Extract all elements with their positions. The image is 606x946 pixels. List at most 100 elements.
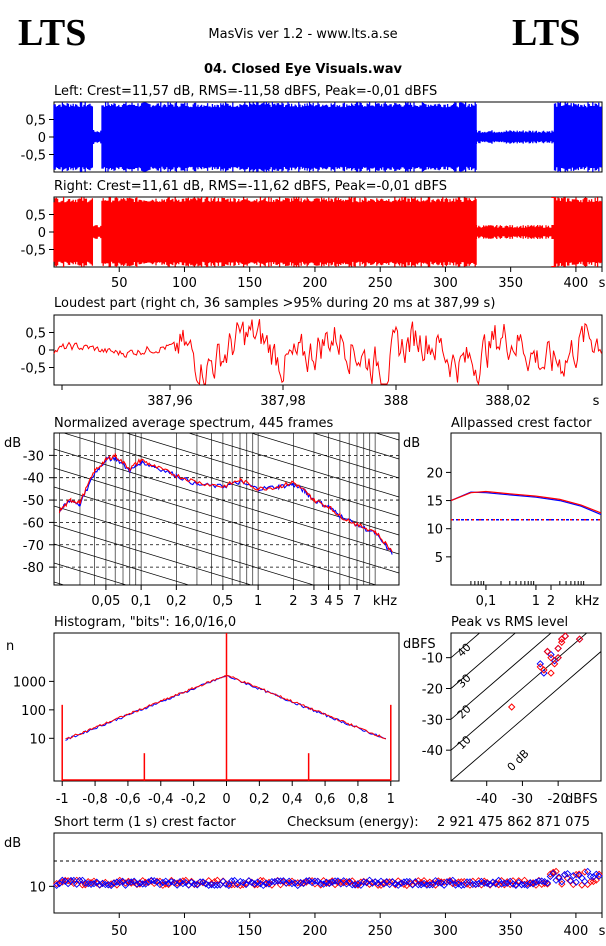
shortcrest-point [469, 880, 477, 889]
shortcrest-point [561, 871, 569, 879]
histogram-xtick-label: -0,2 [181, 792, 206, 807]
spectrum-xtick-label: 0,1 [131, 594, 152, 609]
shortcrest-point [325, 879, 333, 887]
shortcrest-point [368, 879, 376, 887]
spectrum-diagonal [54, 505, 315, 585]
shortcrest-point [259, 881, 267, 890]
shortcrest-point [265, 880, 273, 888]
spectrum-ytick-label: -40 [23, 472, 44, 487]
peakrms-point [561, 632, 569, 640]
spectrum-diagonal [312, 433, 399, 460]
shortcrest-point [558, 880, 566, 888]
shortcrest-xtick-label: 50 [111, 924, 128, 939]
peakrms-title: Peak vs RMS level [451, 615, 568, 630]
checksum-label: Checksum (energy): [287, 815, 419, 830]
shortcrest-point [555, 873, 563, 881]
shortcrest-point [474, 880, 483, 888]
peakrms-point [508, 703, 516, 711]
logo-left: LTS [18, 12, 86, 54]
shortcrest-point [463, 878, 471, 886]
spectrum-xtick-label: 4 [324, 594, 332, 609]
peakrms-point [554, 644, 562, 653]
shortcrest-point [78, 881, 87, 889]
peakrms-point [540, 669, 548, 677]
spectrum-diagonal [54, 448, 399, 555]
shortcrest-point [276, 877, 285, 885]
shortcrest-point [348, 881, 356, 889]
peakrms-point [536, 660, 544, 668]
right-xtick-label: 100 [172, 276, 197, 291]
spectrum-diagonal [54, 467, 399, 574]
histogram-xtick-label: 0,6 [315, 792, 336, 807]
shortcrest-point [173, 879, 181, 887]
shortcrest-point [239, 878, 247, 887]
shortcrest-point [294, 879, 302, 887]
shortcrest-point [113, 878, 121, 886]
shortcrest-xtick-label: 200 [303, 924, 328, 939]
spectrum-xtick-label: 0,2 [166, 594, 187, 609]
peakrms-ytick-label: -20 [422, 683, 443, 698]
shortcrest-point [73, 876, 81, 884]
histogram-ylabel: n [6, 639, 14, 654]
left-ytick-label: 0,5 [25, 114, 46, 129]
shortcrest-point [124, 879, 133, 887]
spectrum-xtick-label: kHz [373, 594, 397, 609]
peakrms-xtick-label: -40 [476, 792, 497, 807]
spectrum-frame [53, 432, 400, 586]
shortcrest-point [403, 877, 411, 886]
histogram-xtick-label: 0,8 [348, 792, 369, 807]
peakrms-point [536, 663, 544, 671]
peakrms-diag-label: 20 [455, 702, 474, 721]
shortcrest-point [164, 879, 173, 887]
shortcrest-point [305, 877, 313, 885]
shortcrest-point [251, 880, 259, 888]
spectrum-diagonal [54, 316, 399, 421]
shortcrest-point [543, 880, 552, 888]
crest-ytick-label: 15 [426, 495, 443, 510]
shortcrest-point [394, 881, 402, 889]
shortcrest-point [451, 881, 460, 889]
shortcrest-point [127, 879, 135, 887]
shortcrest-point [397, 879, 405, 888]
shortcrest-point [434, 879, 443, 887]
right-xtick-label: 350 [498, 276, 523, 291]
spectrum-diagonal [54, 543, 190, 585]
shortcrest-point [288, 879, 296, 888]
peakrms-ytick-label: -30 [422, 713, 443, 728]
shortcrest-point [584, 867, 592, 876]
shortcrest-point [236, 881, 244, 890]
shortcrest-point [296, 879, 305, 887]
shortcrest-point [374, 879, 382, 887]
spectrum-xtick-label: 7 [353, 594, 361, 609]
shortcrest-ytick-label: 10 [29, 880, 46, 895]
crest-ytick-label: 5 [435, 551, 443, 566]
loudest-frame [53, 314, 603, 386]
spectrum-diagonal [125, 433, 399, 517]
shortcrest-point [70, 876, 78, 885]
histogram-xtick-label: -0,6 [115, 792, 140, 807]
loudest-waveform [53, 319, 602, 386]
shortcrest-point [431, 877, 440, 885]
peakrms-point [575, 635, 584, 643]
shortcrest-xtick-label: 400 [563, 924, 588, 939]
shortcrest-point [529, 880, 537, 888]
shortcrest-point [586, 878, 595, 886]
shortcrest-point [213, 881, 221, 889]
left-title: Left: Crest=11,57 dB, RMS=-11,58 dBFS, P… [54, 84, 437, 99]
shortcrest-point [342, 880, 351, 888]
shortcrest-point [311, 877, 319, 885]
shortcrest-point [429, 879, 437, 887]
peakrms-diagonal [451, 633, 588, 751]
shortcrest-point [205, 881, 213, 889]
shortcrest-point [110, 879, 118, 887]
shortcrest-point [159, 878, 167, 887]
shortcrest-point [426, 881, 434, 889]
shortcrest-point [575, 870, 583, 878]
shortcrest-point [87, 880, 95, 888]
shortcrest-point [210, 881, 219, 889]
spectrum-ytick-label: -80 [23, 561, 44, 576]
shortcrest-point [457, 881, 465, 889]
shortcrest-point [400, 878, 408, 886]
shortcrest-point [437, 879, 445, 887]
shortcrest-point [67, 877, 75, 886]
